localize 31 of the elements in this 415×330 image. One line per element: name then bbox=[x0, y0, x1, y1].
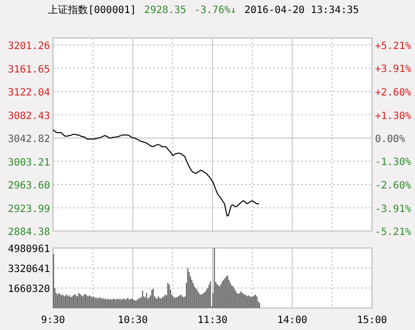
x-tick-label: 11:30 bbox=[197, 315, 228, 326]
text: 2928.35 bbox=[144, 5, 186, 16]
y-tick-label: 2923.99 bbox=[8, 204, 50, 215]
y-tick-label: 3082.43 bbox=[8, 110, 50, 122]
chart-title: 上证指数[000001] bbox=[48, 4, 136, 16]
text: 2016-04-20 13:34:35 bbox=[244, 5, 359, 16]
x-tick-label: 10:30 bbox=[118, 315, 148, 326]
y2-tick-label: +5.21% bbox=[375, 41, 412, 52]
y2-tick-label: +3.91% bbox=[375, 64, 412, 76]
y-tick-label: 3201.26 bbox=[8, 41, 50, 52]
y2-tick-label: +2.60% bbox=[375, 88, 412, 99]
y-tick-label: 2884.38 bbox=[8, 227, 50, 238]
y-tick-label: 3320641 bbox=[8, 264, 50, 275]
y2-tick-label: -5.21% bbox=[375, 227, 412, 238]
y2-tick-label: -2.60% bbox=[375, 180, 412, 192]
line-series bbox=[52, 129, 260, 216]
x-tick-label: 15:00 bbox=[356, 315, 388, 326]
y-tick-label: 3003.21 bbox=[8, 157, 50, 168]
y2-tick-label: +1.30% bbox=[375, 110, 412, 122]
y-tick-label: 2963.60 bbox=[8, 180, 50, 192]
y-tick-label: 3122.04 bbox=[8, 88, 50, 98]
y2-tick-label: -1.30% bbox=[375, 157, 412, 168]
y-tick-label: 3161.65 bbox=[8, 64, 50, 76]
y-tick-label: 1660320 bbox=[8, 284, 50, 295]
text: -3.76%↓ bbox=[194, 5, 236, 16]
y-tick-label: 4980961 bbox=[8, 244, 50, 255]
x-tick-label: 9:30 bbox=[40, 315, 66, 326]
y2-tick-label: 0.00% bbox=[375, 134, 406, 145]
x-tick-label: 14:00 bbox=[277, 315, 308, 326]
y2-tick-label: -3.91% bbox=[375, 204, 412, 215]
y-tick-label: 3042.82 bbox=[8, 134, 50, 145]
